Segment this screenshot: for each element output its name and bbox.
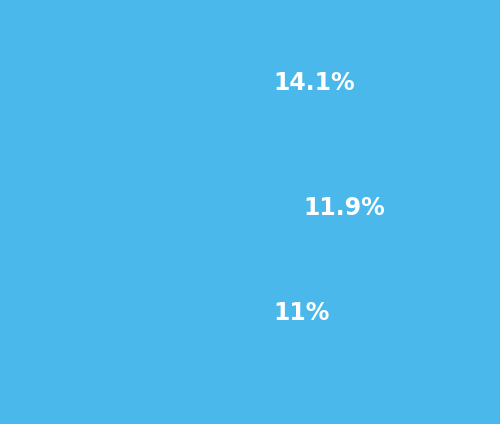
Text: 11%: 11% <box>274 301 330 325</box>
Text: 11.9%: 11.9% <box>303 196 384 220</box>
Text: 14.1%: 14.1% <box>274 71 355 95</box>
Wedge shape <box>0 0 364 424</box>
Circle shape <box>0 51 307 373</box>
